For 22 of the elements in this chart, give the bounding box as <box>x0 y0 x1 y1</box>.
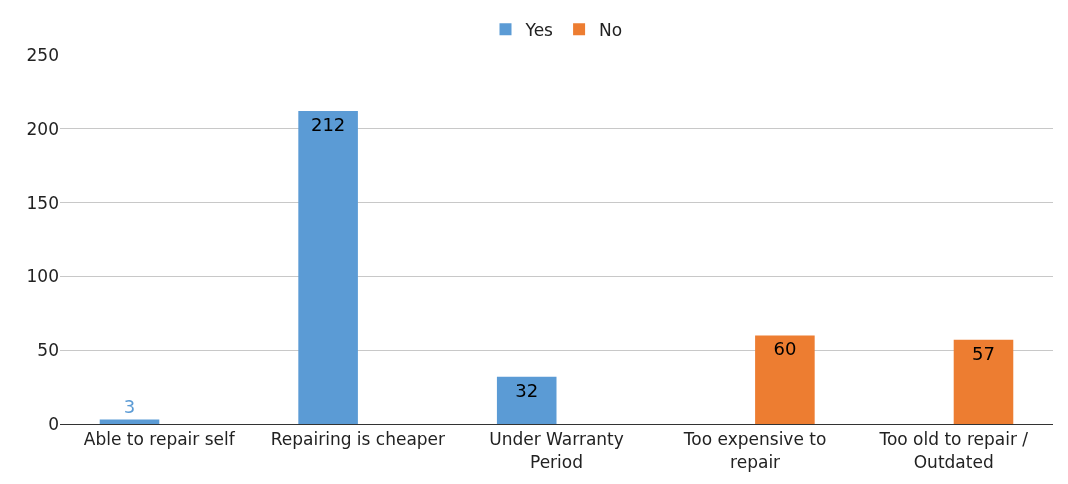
x-tick-label: Able to repair self <box>83 429 236 450</box>
x-tick-label: Repairing is cheaper <box>270 429 446 450</box>
y-tick-label: 200 <box>26 118 59 139</box>
data-label: 32 <box>515 379 539 401</box>
y-tick-label: 150 <box>26 192 59 213</box>
bar <box>496 376 557 424</box>
data-label: 212 <box>310 114 346 136</box>
data-label: 60 <box>773 338 797 360</box>
y-tick-label: 250 <box>26 44 59 65</box>
data-label: 3 <box>123 395 136 417</box>
legend-label: Yes <box>524 19 554 40</box>
bar <box>755 335 815 424</box>
bar <box>953 339 1014 424</box>
data-label: 57 <box>972 342 995 364</box>
x-tick-label: Too old to repair / Outdated <box>878 429 1029 472</box>
legend-label: No <box>599 19 623 40</box>
x-tick-label: Under Warranty Period <box>489 429 624 472</box>
y-tick-label: 50 <box>37 340 59 361</box>
y-tick-label: 100 <box>26 266 59 287</box>
y-tick-label: 0 <box>48 413 59 434</box>
bar <box>298 111 358 424</box>
x-tick-label: Too expensive to repair <box>682 429 827 472</box>
